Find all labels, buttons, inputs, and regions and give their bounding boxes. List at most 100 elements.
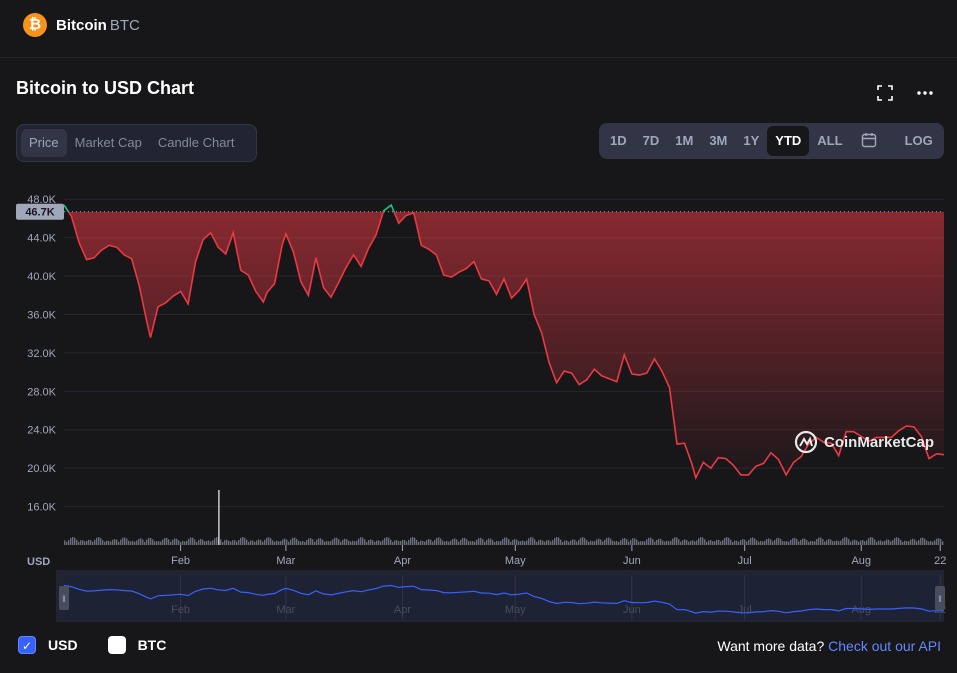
volume-bar [194, 539, 196, 545]
volume-bar [726, 537, 728, 545]
navigator-tick-label: Jul [738, 604, 752, 616]
range-1m-button[interactable]: 1M [675, 133, 694, 148]
price-chart[interactable]: 16.0K 20.0K 24.0K 28.0K 32.0K 36.0K 40.0K 44.0K… [0, 175, 957, 627]
tab-price[interactable]: Price [21, 129, 67, 157]
api-link[interactable]: Check out our API [828, 638, 941, 654]
navigator-selection[interactable] [64, 575, 940, 620]
volume-bar [332, 539, 334, 545]
volume-bar [582, 537, 584, 545]
volume-bar [826, 540, 828, 545]
volume-bar [696, 540, 698, 545]
volume-bar [212, 540, 214, 545]
volume-bar [380, 541, 382, 545]
volume-bar [186, 540, 188, 545]
more-horizontal-icon [917, 91, 933, 95]
tab-candle-chart[interactable]: Candle Chart [157, 135, 235, 150]
range-1y-button[interactable]: 1Y [743, 133, 760, 148]
current-price-label: 46.7K [25, 207, 54, 219]
volume-bar [102, 540, 104, 545]
volume-bar [782, 541, 784, 545]
tab-market-cap[interactable]: Market Cap [74, 135, 142, 150]
volume-bar [532, 537, 534, 545]
volume-bar [790, 539, 792, 545]
volume-bar [546, 540, 548, 545]
volume-bar [106, 540, 108, 545]
volume-bar [604, 539, 606, 545]
volume-bar [682, 540, 684, 545]
volume-bar [494, 541, 496, 545]
volume-bar [128, 540, 130, 545]
volume-bar [730, 539, 732, 545]
volume-bar [114, 539, 116, 545]
x-tick-label: Aug [851, 555, 871, 567]
calendar-icon [861, 133, 876, 148]
volume-bar [938, 538, 940, 545]
volume-bar [120, 539, 122, 545]
range-ytd-button[interactable]: YTD [767, 126, 810, 156]
fullscreen-button[interactable] [874, 82, 896, 104]
range-7d-button[interactable]: 7D [642, 133, 660, 148]
volume-bar [286, 539, 288, 545]
volume-bar [692, 540, 694, 545]
volume-bar [484, 541, 486, 545]
volume-bar [402, 539, 404, 545]
volume-bar [478, 538, 480, 545]
volume-bar [504, 537, 506, 545]
volume-bar [90, 540, 92, 545]
volume-bar [220, 539, 222, 545]
volume-bar [340, 541, 342, 545]
log-scale-toggle[interactable]: LOG [904, 133, 933, 148]
volume-bar [666, 540, 668, 545]
volume-bar [544, 541, 546, 545]
navigator-left-handle[interactable] [59, 586, 69, 610]
volume-bar [446, 540, 448, 545]
volume-bar [900, 539, 902, 545]
volume-bar [868, 538, 870, 545]
volume-bar [482, 539, 484, 545]
range-1d-button[interactable]: 1D [610, 133, 627, 148]
volume-bar [466, 539, 468, 545]
volume-bar [528, 538, 530, 545]
volume-bar [104, 541, 106, 545]
more-options-button[interactable] [914, 82, 936, 104]
volume-bar [222, 541, 224, 545]
range-3m-button[interactable]: 3M [709, 133, 728, 148]
volume-bar [130, 541, 132, 545]
volume-bar [334, 537, 336, 545]
volume-bar [610, 538, 612, 545]
volume-bar [178, 540, 180, 545]
coin-symbol: BTC [109, 17, 140, 34]
volume-bar [760, 540, 762, 545]
volume-bar [930, 540, 932, 545]
volume-bar [468, 541, 470, 545]
volume-bar [792, 538, 794, 545]
volume-bar [920, 538, 922, 545]
volume-bar [176, 538, 178, 545]
date-range-button[interactable] [851, 126, 887, 156]
volume-bar [392, 541, 394, 545]
volume-bar [362, 537, 364, 545]
volume-bar [416, 539, 418, 545]
range-all-button[interactable]: ALL [817, 133, 843, 148]
coin-title[interactable]: Bitcoin BTC [56, 17, 140, 34]
volume-bar [794, 537, 796, 545]
volume-bar [548, 540, 550, 545]
volume-bar [856, 540, 858, 545]
volume-bar [312, 539, 314, 545]
usd-checkbox[interactable]: ✓ [18, 636, 36, 654]
volume-bar [844, 537, 846, 545]
volume-bar [634, 538, 636, 545]
volume-bar [872, 537, 874, 545]
btc-checkbox[interactable] [107, 636, 126, 654]
navigator-right-handle[interactable] [935, 586, 945, 610]
chart-gridlines [64, 198, 944, 508]
volume-bar [356, 540, 358, 545]
volume-bar [452, 538, 454, 545]
volume-bar [378, 540, 380, 545]
volume-bar [480, 537, 482, 545]
volume-bar [444, 541, 446, 545]
volume-bar [448, 541, 450, 545]
volume-bar [940, 539, 942, 545]
volume-bar [732, 541, 734, 545]
